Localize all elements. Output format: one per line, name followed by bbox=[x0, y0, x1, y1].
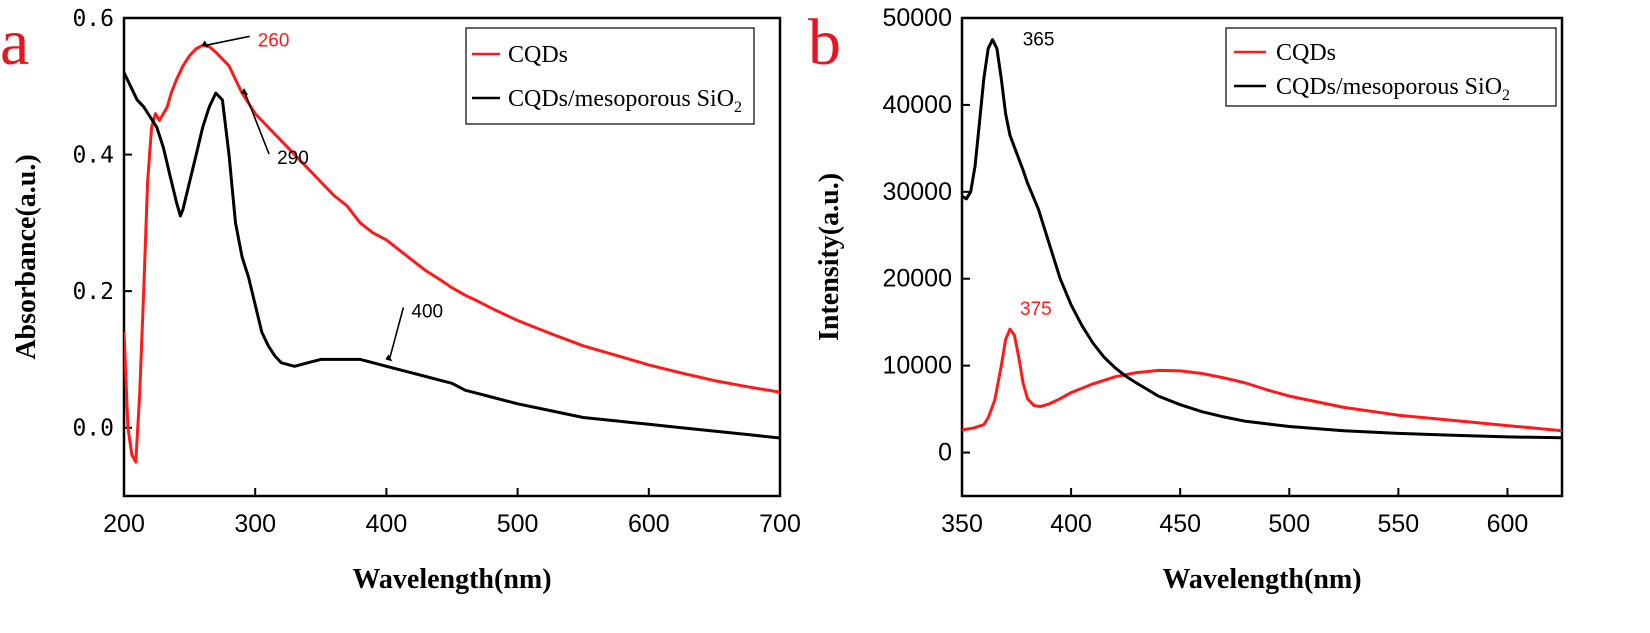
annotation-label: 290 bbox=[277, 148, 309, 169]
x-tick-label: 200 bbox=[103, 510, 145, 538]
series-line-cqds bbox=[124, 43, 780, 464]
annotation-arrow bbox=[388, 307, 405, 360]
series-group-a bbox=[124, 43, 780, 464]
y-tick-label: 10000 bbox=[882, 352, 952, 380]
legend-box-b bbox=[1225, 27, 1557, 107]
plot-frame-a bbox=[122, 16, 782, 498]
x-tick-label: 600 bbox=[1487, 510, 1529, 538]
annotation-arrowhead bbox=[385, 354, 393, 362]
legend-label-cqds-sio2-a: CQDs/mesoporous SiO2 bbox=[508, 86, 742, 116]
legend-label-cqds-sio2-b: CQDs/mesoporous SiO2 bbox=[1276, 74, 1510, 104]
y-tick-label: 50000 bbox=[882, 4, 952, 32]
y-tick-label: 20000 bbox=[882, 265, 952, 293]
x-tick-label: 350 bbox=[941, 510, 983, 538]
axes-b: 350 400 450 500 550 600 0 10000 20000 30000 40000 5… bbox=[882, 4, 1528, 538]
annotation-arrow bbox=[244, 92, 270, 155]
y-tick-label: 0.6 bbox=[72, 6, 114, 32]
annotation-arrowhead bbox=[201, 40, 209, 48]
legend-b: CQDs CQDs/mesoporous SiO2 bbox=[1225, 27, 1557, 107]
x-tick-label: 300 bbox=[234, 510, 276, 538]
x-axis-title-b: Wavelength(nm) bbox=[1162, 564, 1361, 595]
annotations-b: 365 375 bbox=[1020, 30, 1054, 320]
x-tick-label: 400 bbox=[1050, 510, 1092, 538]
y-axis-title-b: Intensity(a.u.) bbox=[814, 173, 845, 341]
legend-box-a bbox=[465, 27, 755, 125]
annotation-label: 375 bbox=[1020, 299, 1052, 320]
y-tick-label: 0.2 bbox=[72, 279, 114, 305]
series-line-cqds bbox=[962, 327, 1562, 433]
annotation-label: 400 bbox=[411, 301, 443, 322]
series-line-cqds-sio2 bbox=[124, 71, 780, 440]
axes-a: 200 300 400 500 600 700 0.0 0.2 0.4 0.6 bbox=[72, 6, 800, 538]
annotation-arrowhead bbox=[241, 88, 249, 96]
x-tick-label: 700 bbox=[759, 510, 801, 538]
x-axis-title-a: Wavelength(nm) bbox=[352, 564, 551, 595]
legend-label-cqds-a: CQDs bbox=[508, 42, 568, 68]
panel-label-b: b bbox=[808, 6, 841, 79]
legend-a: CQDs CQDs/mesoporous SiO2 bbox=[465, 27, 755, 125]
x-tick-label: 600 bbox=[628, 510, 670, 538]
y-axis-title-a: Absorbance(a.u.) bbox=[11, 154, 42, 359]
panel-a: a 200 300 400 500 600 700 0.0 0.2 0.4 0.6 260 290 4… bbox=[0, 6, 801, 595]
y-tick-label: 0.4 bbox=[72, 143, 114, 169]
y-tick-label: 0.0 bbox=[72, 416, 114, 442]
annotation-arrow bbox=[205, 35, 250, 47]
x-tick-label: 450 bbox=[1159, 510, 1201, 538]
y-tick-label: 40000 bbox=[882, 91, 952, 119]
x-tick-label: 550 bbox=[1378, 510, 1420, 538]
x-tick-label: 400 bbox=[366, 510, 408, 538]
x-tick-label: 500 bbox=[497, 510, 539, 538]
panel-b: b 350 400 450 500 550 600 0 10000 20000 30000 4000… bbox=[808, 4, 1564, 595]
annotation-label: 260 bbox=[258, 30, 290, 51]
x-tick-label: 500 bbox=[1268, 510, 1310, 538]
series-line-cqds-sio2 bbox=[962, 38, 1562, 440]
annotations-a: 260 290 400 bbox=[201, 30, 443, 362]
y-tick-label: 0 bbox=[938, 439, 952, 467]
annotation-label: 365 bbox=[1023, 30, 1055, 51]
plot-frame-b bbox=[960, 16, 1564, 498]
series-group-b bbox=[962, 38, 1562, 440]
y-tick-label: 30000 bbox=[882, 178, 952, 206]
legend-label-cqds-b: CQDs bbox=[1276, 40, 1336, 66]
panel-label-a: a bbox=[0, 6, 29, 79]
